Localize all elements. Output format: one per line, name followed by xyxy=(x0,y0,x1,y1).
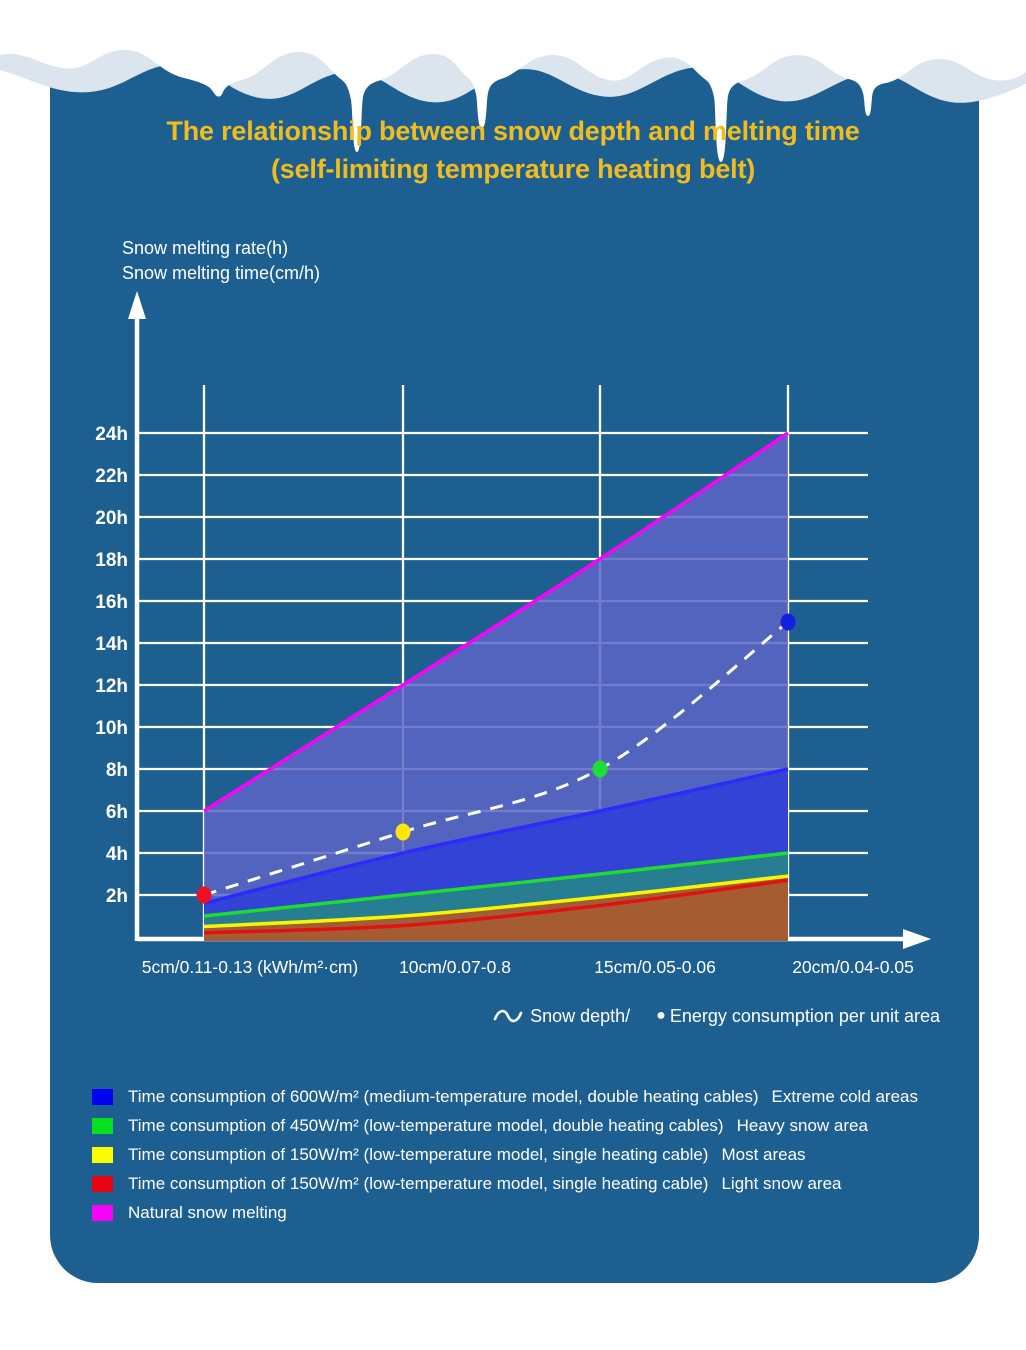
legend-swatch-green xyxy=(92,1117,113,1134)
legend-swatch-magenta xyxy=(92,1204,113,1221)
y-axis xyxy=(128,291,146,941)
series-line-w150-most xyxy=(203,874,789,929)
snow-depth-label: Snow depth/ xyxy=(530,1005,631,1026)
energy-curve-line xyxy=(203,620,789,897)
energy-label: Energy consumption per unit area xyxy=(669,1005,940,1026)
y-axis-caption-line2: Snow melting time(cm/h) xyxy=(122,263,321,283)
y-tick-label-22h: 22h xyxy=(95,466,128,487)
y-axis-caption-line1: Snow melting rate(h) xyxy=(122,238,289,258)
legend-swatch-red xyxy=(92,1175,113,1192)
legend-area-label: Light snow area xyxy=(721,1173,842,1193)
y-tick-label-24h: 24h xyxy=(95,424,128,445)
y-tick-label-8h: 8h xyxy=(106,760,128,781)
energy-point-0 xyxy=(196,886,212,904)
series-areas xyxy=(203,431,789,941)
legend-label: Time consumption of 150W/m² (low-tempera… xyxy=(128,1144,709,1164)
y-tick-label-6h: 6h xyxy=(106,802,128,823)
legend-row: Time consumption of 150W/m² (low-tempera… xyxy=(92,1140,918,1169)
legend-row: Time consumption of 600W/m² (medium-temp… xyxy=(92,1082,918,1111)
series-line-w600 xyxy=(203,767,789,906)
y-tick-label-14h: 14h xyxy=(95,634,128,655)
legend-swatch-yellow xyxy=(92,1146,113,1163)
energy-point-1 xyxy=(395,823,411,841)
snow-decoration-icon xyxy=(0,0,1026,162)
series-area-w150-light xyxy=(204,880,788,941)
legend-label: Time consumption of 150W/m² (low-tempera… xyxy=(128,1173,709,1193)
legend: Time consumption of 600W/m² (medium-temp… xyxy=(92,1082,918,1227)
legend-label: Time consumption of 600W/m² (medium-temp… xyxy=(128,1086,759,1106)
legend-label: Time consumption of 450W/m² (low-tempera… xyxy=(128,1115,724,1135)
y-tick-label-10h: 10h xyxy=(95,718,128,739)
energy-curve xyxy=(196,613,796,904)
legend-row: Time consumption of 150W/m² (low-tempera… xyxy=(92,1169,918,1198)
legend-swatch-blue xyxy=(92,1088,113,1105)
legend-row: Time consumption of 450W/m² (low-tempera… xyxy=(92,1111,918,1140)
x-tick-label-5cm: 5cm/0.11-0.13 (kWh/m²·cm) xyxy=(141,957,359,977)
y-tick-label-20h: 20h xyxy=(95,508,128,529)
legend-area-label: Extreme cold areas xyxy=(771,1086,918,1106)
y-tick-label-18h: 18h xyxy=(95,550,128,571)
x-axis-arrow-icon xyxy=(903,929,931,949)
legend-area-label: Most areas xyxy=(721,1144,806,1164)
x-tick-label-15cm: 15cm/0.05-0.06 xyxy=(594,957,716,977)
x-tick-label-20cm: 20cm/0.04-0.05 xyxy=(792,957,914,977)
footnote-legend: Snow depth/ ● Energy consumption per uni… xyxy=(493,1005,940,1027)
y-tick-label-16h: 16h xyxy=(95,592,128,613)
legend-label: Natural snow melting xyxy=(128,1202,287,1222)
snow-depth-curve-icon xyxy=(493,1009,523,1023)
x-tick-label-10cm: 10cm/0.07-0.8 xyxy=(399,957,511,977)
y-axis-arrow-icon xyxy=(128,291,146,319)
legend-row: Natural snow melting xyxy=(92,1198,918,1227)
energy-point-2 xyxy=(592,760,608,778)
y-tick-labels: 24h 22h 20h 18h 16h 14h 12h 10h 8h 6h 4h 2h xyxy=(95,424,128,907)
y-tick-label-12h: 12h xyxy=(95,676,128,697)
series-line-w150-light xyxy=(203,878,789,935)
legend-area-label: Heavy snow area xyxy=(736,1115,868,1135)
page-title: The relationship between snow depth and … xyxy=(0,112,1026,188)
snow-front-layer xyxy=(0,0,1026,162)
title-line-2: (self-limiting temperature heating belt) xyxy=(270,154,756,184)
energy-dot-icon: ● xyxy=(656,1007,666,1024)
series-line-w450 xyxy=(203,851,789,918)
y-tick-label-2h: 2h xyxy=(106,886,128,907)
energy-point-3 xyxy=(780,613,796,631)
series-line-natural xyxy=(203,431,789,813)
y-axis-caption: Snow melting rate(h) Snow melting time(c… xyxy=(122,236,320,286)
title-line-1: The relationship between snow depth and … xyxy=(166,116,860,146)
y-tick-label-4h: 4h xyxy=(106,844,128,865)
